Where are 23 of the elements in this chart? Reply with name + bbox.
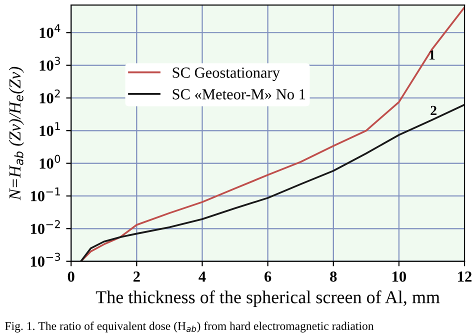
x-tick-label: 10 (392, 271, 406, 282)
y-tick-label: 10$^{−1}$ (30, 188, 60, 202)
annotation: 1 (430, 50, 435, 60)
annotation: 2 (430, 106, 436, 116)
legend-label: SC «Meteor-M» No 1 (172, 89, 306, 100)
x-tick-label: 8 (330, 271, 337, 282)
y-tick-label: 10$^{−2}$ (30, 220, 60, 234)
y-tick-label: 10$^{1}$ (40, 122, 60, 136)
x-tick-label: 2 (133, 272, 140, 282)
y-tick-label: 10$^{4}$ (40, 24, 60, 38)
x-tick-label: 12 (458, 272, 472, 282)
x-tick-label: 0 (68, 271, 74, 282)
caption: Fig. 1. The ratio of equivalent dose (H$_{ab}$) from hard electromagnetic radiation (5, 322, 374, 332)
legend-label: SC Geostationary (172, 68, 280, 81)
y-tick-label: 10$^{−3}$ (30, 252, 60, 267)
y-tick-label: 10$^{0}$ (40, 154, 60, 169)
line-series (80, 104, 465, 262)
x-tick-label: 6 (264, 272, 272, 282)
y-axis-title: N=H$_{ab}$ (Zv)/H$_{e}$(Zv) (8, 66, 24, 200)
y-tick-label: 10$^{2}$ (40, 89, 60, 104)
x-axis-title: The thickness of the spherical screen of Al, mm (96, 290, 440, 307)
y-tick-label: 10$^{3}$ (40, 56, 60, 71)
x-tick-label: 4 (198, 272, 206, 282)
